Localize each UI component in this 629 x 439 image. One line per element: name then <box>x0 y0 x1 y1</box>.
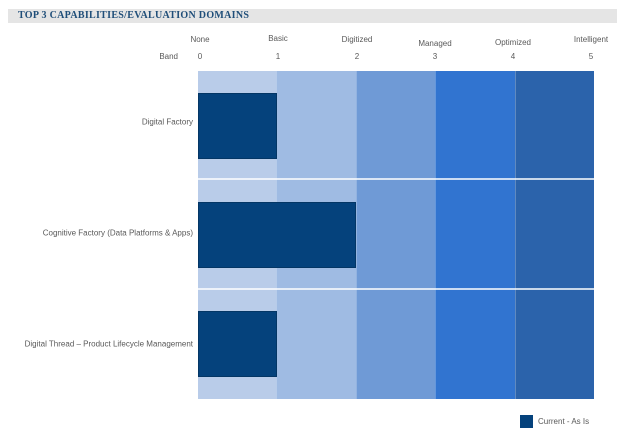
band-tick-4: 4 <box>510 52 516 61</box>
legend-item-current-as-is[interactable]: Current - As Is <box>520 415 589 428</box>
band-axis-label: Band <box>159 52 178 61</box>
legend-swatch <box>520 415 533 428</box>
band-tick-3: 3 <box>432 52 438 61</box>
band-tick-0: 0 <box>197 52 203 61</box>
band-tick-2: 2 <box>354 52 360 61</box>
row-label-digital-thread: Digital Thread – Product Lifecycle Manag… <box>24 339 193 349</box>
maturity-bands-background <box>198 71 595 399</box>
bar-digital-thread[interactable] <box>198 311 278 378</box>
level-label-intelligent: Intelligent <box>573 35 609 44</box>
band-digitized <box>355 71 436 399</box>
level-label-managed: Managed <box>418 39 452 48</box>
band-managed <box>435 71 515 399</box>
plot-area <box>198 71 595 399</box>
band-optimized <box>514 71 595 399</box>
level-label-optimized: Optimized <box>494 38 531 47</box>
row-label-cognitive-factory: Cognitive Factory (Data Platforms & Apps… <box>42 228 193 238</box>
row-separator <box>198 288 594 290</box>
band-tick-5: 5 <box>588 52 594 61</box>
chart-title: TOP 3 CAPABILITIES/EVALUATION DOMAINS <box>18 10 250 21</box>
level-label-digitized: Digitized <box>341 35 373 44</box>
level-label-basic: Basic <box>268 34 288 43</box>
level-label-none: None <box>190 35 210 44</box>
band-tick-1: 1 <box>275 52 281 61</box>
row-label-digital-factory: Digital Factory <box>141 117 193 127</box>
legend-label: Current - As Is <box>538 417 590 426</box>
row-separator <box>198 178 594 180</box>
bar-digital-factory[interactable] <box>198 92 278 159</box>
chart-title-bar: TOP 3 CAPABILITIES/EVALUATION DOMAINS <box>8 9 617 23</box>
bar-cognitive-factory[interactable] <box>198 202 357 268</box>
